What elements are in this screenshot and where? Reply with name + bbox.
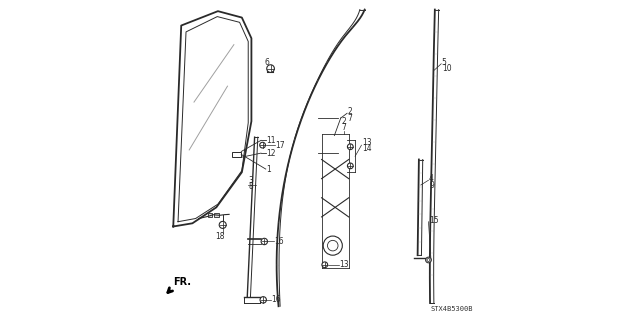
Text: 7: 7	[342, 123, 346, 132]
Circle shape	[322, 262, 328, 268]
Text: 9: 9	[429, 181, 434, 189]
Text: 14: 14	[362, 144, 371, 153]
Text: 15: 15	[429, 216, 439, 225]
Text: 2: 2	[348, 107, 352, 116]
Text: 16: 16	[271, 295, 281, 304]
Text: 16: 16	[274, 237, 284, 246]
Text: 7: 7	[348, 114, 352, 122]
Circle shape	[426, 257, 431, 263]
Text: 8: 8	[248, 182, 253, 191]
Text: 13: 13	[362, 138, 371, 147]
Bar	[214, 213, 219, 217]
Text: 2: 2	[342, 117, 346, 126]
Text: 17: 17	[276, 141, 285, 150]
Text: 18: 18	[215, 232, 224, 241]
Circle shape	[267, 65, 275, 72]
Text: 10: 10	[442, 64, 451, 73]
Text: 4: 4	[429, 174, 434, 183]
Text: STX4B5300B: STX4B5300B	[431, 307, 473, 312]
Text: 3: 3	[248, 176, 253, 185]
Circle shape	[219, 221, 226, 228]
Text: 13: 13	[339, 260, 349, 269]
Bar	[208, 213, 212, 217]
Text: 11: 11	[266, 136, 276, 145]
Circle shape	[348, 144, 353, 150]
Text: 6: 6	[265, 58, 270, 67]
Circle shape	[427, 258, 430, 262]
Bar	[232, 152, 241, 157]
Text: FR.: FR.	[173, 277, 191, 287]
Circle shape	[260, 297, 266, 303]
Text: 12: 12	[266, 149, 276, 158]
Circle shape	[260, 142, 266, 148]
Circle shape	[348, 163, 353, 169]
Text: 5: 5	[442, 58, 447, 67]
Text: 1: 1	[266, 165, 271, 174]
Circle shape	[261, 238, 268, 245]
